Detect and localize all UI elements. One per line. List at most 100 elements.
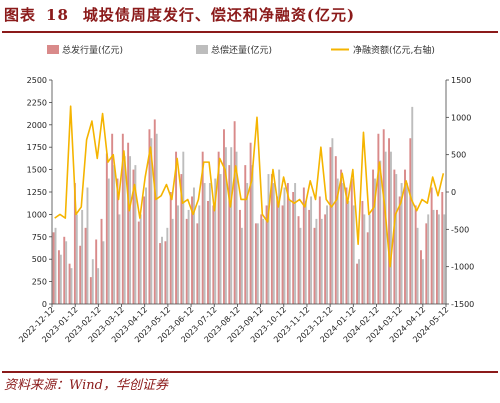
repayment-bar	[363, 214, 366, 304]
issuance-bar	[180, 174, 183, 304]
repayment-bar	[246, 183, 249, 304]
repayment-bar	[219, 174, 222, 304]
figure-title: 图表 18 城投债周度发行、偿还和净融资(亿元)	[4, 4, 355, 25]
repayment-bar	[443, 214, 446, 304]
issuance-bar	[217, 151, 220, 304]
right-axis-tick-label: 500	[451, 151, 466, 160]
figure-title-text: 城投债周度发行、偿还和净融资(亿元)	[82, 6, 356, 24]
repayment-bar	[384, 151, 387, 304]
repayment-bar	[240, 227, 243, 304]
issuance-bar	[382, 129, 385, 304]
repayment-bar	[203, 183, 206, 304]
repayment-bar	[294, 183, 297, 304]
issuance-bar	[137, 221, 140, 304]
issuance-bar	[185, 218, 188, 304]
repayment-bar	[278, 169, 281, 304]
title-rule	[2, 31, 498, 33]
repayment-bar	[374, 178, 376, 304]
repayment-bar	[251, 165, 254, 304]
repayment-bar	[326, 205, 329, 304]
repayment-bar	[230, 147, 233, 304]
issuance-bar	[143, 196, 146, 304]
bars-layer	[52, 106, 446, 304]
issuance-bar	[377, 133, 380, 304]
issuance-bar	[260, 214, 263, 304]
repayment-bar	[75, 214, 78, 304]
repayment-bar	[102, 241, 105, 304]
issuance-bar	[420, 250, 422, 304]
issuance-bar	[84, 227, 87, 304]
issuance-bar	[105, 153, 108, 304]
issuance-bar	[191, 196, 193, 304]
repayment-bar	[395, 174, 398, 304]
issuance-bar	[238, 209, 241, 304]
left-axis-tick-label: 0	[42, 300, 47, 309]
repayment-bar	[123, 156, 126, 304]
issuance-bar	[286, 183, 289, 304]
repayment-bar	[198, 205, 201, 304]
issuance-bar	[334, 156, 337, 304]
repayment-bar	[267, 174, 270, 304]
issuance-bar	[292, 192, 295, 304]
repayment-bar	[155, 133, 158, 304]
issuance-bar	[393, 169, 396, 304]
issuance-bar	[265, 205, 268, 304]
issuance-bar	[223, 129, 225, 304]
repayment-bar	[129, 156, 132, 304]
issuance-bar	[345, 187, 348, 304]
issuance-bar	[121, 133, 124, 304]
repayment-bar	[81, 209, 84, 304]
issuance-bar	[169, 192, 172, 304]
issuance-bar	[430, 187, 433, 304]
issuance-bar	[441, 192, 444, 304]
repayment-bar	[59, 254, 62, 304]
issuance-bar	[63, 236, 66, 304]
issuance-bar	[207, 200, 209, 304]
issuance-bar	[132, 169, 135, 304]
repayment-bar	[134, 165, 137, 304]
repayment-bar	[331, 138, 334, 304]
repayment-bar	[54, 227, 57, 304]
right-axis-tick-label: -500	[451, 225, 469, 234]
net-financing-line	[54, 105, 445, 268]
repayment-bar	[107, 178, 110, 304]
repayment-bar	[192, 187, 195, 304]
repayment-bar	[336, 178, 339, 304]
left-axis-tick-label: 2000	[27, 121, 47, 130]
repayment-bar	[358, 259, 360, 304]
issuance-bar	[73, 183, 76, 304]
repayment-bar	[86, 187, 89, 304]
repayment-bar	[262, 218, 265, 304]
left-axis-tick-label: 2250	[27, 98, 47, 107]
issuance-bar	[116, 178, 119, 304]
issuance-bar	[228, 165, 231, 304]
issuance-bar	[414, 205, 417, 304]
repayment-bar	[347, 200, 350, 304]
issuance-bar	[148, 129, 151, 304]
repayment-bar	[256, 223, 259, 304]
right-axis-tick-label: -1000	[451, 263, 474, 272]
repayment-bar	[288, 200, 291, 304]
issuance-bar	[372, 169, 375, 304]
repayment-bar	[145, 187, 147, 304]
issuance-bar	[297, 216, 300, 304]
issuance-bar	[425, 223, 428, 304]
repayment-bar	[139, 214, 142, 304]
issuance-bar	[153, 119, 156, 304]
issuance-bar	[302, 187, 305, 304]
repayment-bar	[91, 259, 94, 304]
issuance-bar	[127, 142, 130, 304]
repayment-bar	[235, 151, 238, 304]
repayment-bar	[182, 151, 185, 304]
repayment-bar	[389, 151, 392, 304]
repayment-bar	[224, 147, 227, 304]
issuance-bar	[100, 218, 103, 304]
repayment-bar	[421, 259, 424, 304]
legend-issuance-label: 总发行量(亿元)	[62, 44, 123, 56]
issuance-bar	[79, 245, 82, 304]
left-axis-tick-label: 750	[32, 233, 47, 242]
issuance-bar	[164, 241, 167, 304]
issuance-bar	[89, 277, 92, 304]
repayment-bar	[320, 218, 323, 304]
